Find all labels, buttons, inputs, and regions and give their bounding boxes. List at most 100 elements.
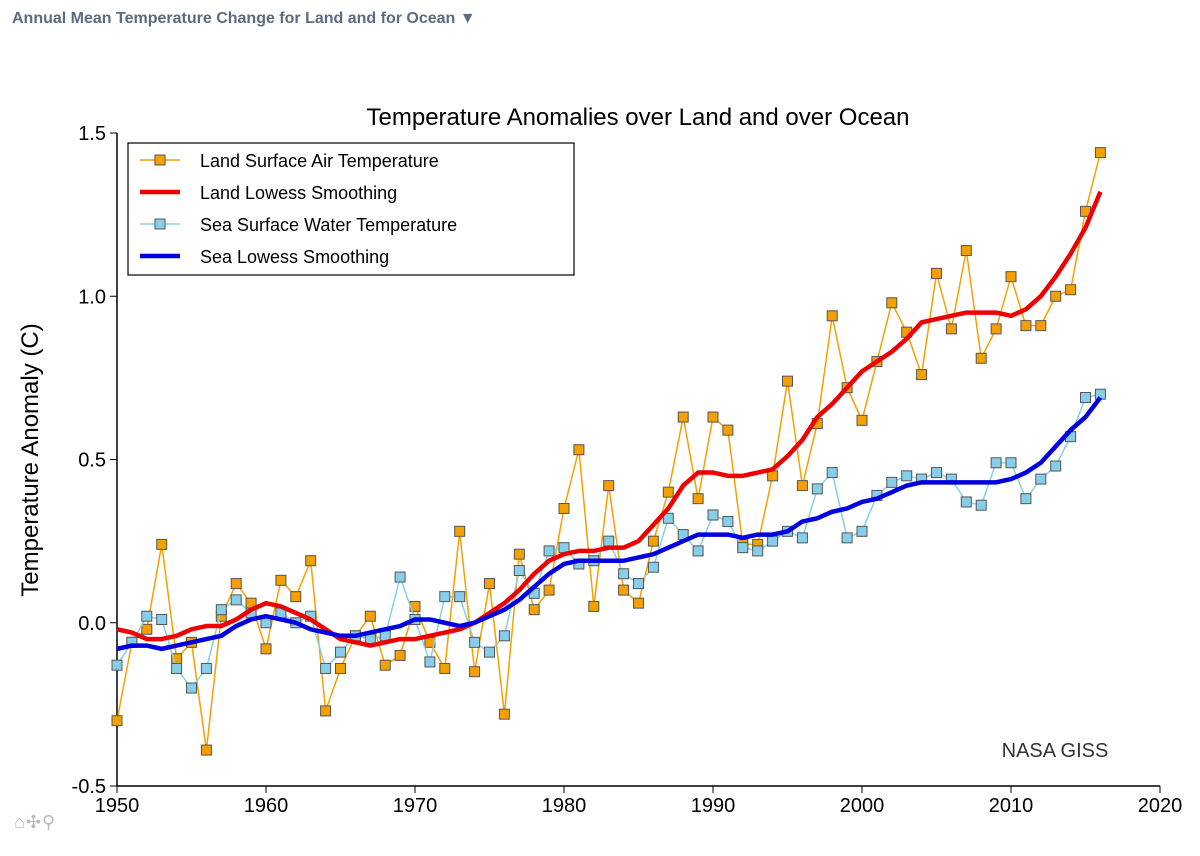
data-point (290, 591, 302, 603)
plot-toolbar: ⌂ ✣ ⚲ (14, 812, 55, 833)
data-point (1005, 271, 1017, 283)
data-point (647, 535, 659, 547)
data-point (141, 610, 153, 622)
x-tick-label: 2020 (1138, 795, 1183, 817)
legend: Land Surface Air Temperature Land Lowess … (127, 142, 575, 276)
data-point (498, 708, 510, 720)
data-point (171, 662, 183, 674)
data-point (1065, 284, 1077, 296)
data-point (394, 571, 406, 583)
chart-title: Temperature Anomalies over Land and over… (367, 104, 910, 131)
data-point (662, 512, 674, 524)
source-annotation: NASA GISS (1002, 740, 1109, 762)
x-tick-label: 1950 (95, 795, 140, 817)
data-point (439, 591, 451, 603)
data-point (320, 662, 332, 674)
data-point (722, 516, 734, 528)
data-point (811, 483, 823, 495)
data-point (692, 545, 704, 557)
data-point (707, 411, 719, 423)
data-point (230, 594, 242, 606)
data-point (931, 467, 942, 479)
y-tick-label: 0.5 (78, 450, 106, 472)
data-point (886, 297, 898, 309)
zoom-icon[interactable]: ⚲ (42, 812, 55, 832)
pan-icon[interactable]: ✣ (25, 812, 41, 832)
data-point (141, 623, 153, 635)
data-point (439, 662, 451, 674)
data-point (528, 604, 540, 616)
data-point (960, 245, 972, 257)
legend-label: Sea Surface Water Temperature (200, 215, 457, 235)
data-point (960, 496, 972, 508)
series-line (116, 396, 1103, 652)
data-point (230, 578, 242, 590)
data-point (856, 414, 868, 426)
data-point (498, 630, 510, 642)
legend-item: Land Surface Air Temperature (140, 151, 439, 171)
data-point (111, 659, 123, 671)
home-icon[interactable]: ⌂ (14, 812, 25, 832)
data-point (1005, 457, 1017, 469)
legend-label: Land Surface Air Temperature (200, 151, 439, 171)
y-tick-label: -0.5 (72, 776, 106, 798)
data-point (767, 535, 779, 547)
legend-item: Land Lowess Smoothing (140, 183, 397, 203)
data-point (111, 715, 123, 727)
data-point (1094, 147, 1106, 159)
legend-label: Land Lowess Smoothing (200, 183, 397, 203)
chart-selector-label: Annual Mean Temperature Change for Land … (12, 10, 456, 27)
y-tick-label: 0.0 (78, 613, 106, 635)
series-sea-lowess-smoothing (116, 396, 1103, 652)
data-point (886, 476, 898, 488)
data-point (752, 545, 764, 557)
data-point (513, 548, 525, 560)
data-point (1020, 493, 1032, 505)
data-point (647, 561, 659, 573)
data-point (200, 662, 212, 674)
data-point (394, 649, 406, 661)
data-point (543, 584, 555, 596)
data-point (200, 744, 212, 756)
data-point (320, 705, 332, 717)
data-point (975, 352, 987, 364)
data-point (1035, 473, 1047, 485)
data-point (975, 499, 987, 511)
data-point (424, 656, 436, 668)
data-point (305, 555, 317, 567)
data-point (796, 480, 808, 492)
data-point (469, 666, 481, 678)
data-point (275, 574, 287, 586)
data-point (782, 375, 793, 387)
x-tick-label: 2010 (989, 795, 1034, 817)
data-point (379, 659, 391, 671)
data-point (677, 411, 689, 423)
data-point (454, 525, 466, 537)
x-tick-label: 1980 (542, 795, 587, 817)
data-point (826, 467, 838, 479)
data-point (990, 457, 1002, 469)
data-point (558, 502, 570, 514)
y-tick-label: 1.5 (78, 123, 106, 145)
data-point (945, 323, 957, 335)
chart-selector-dropdown[interactable]: Annual Mean Temperature Change for Land … (12, 10, 476, 28)
data-point (588, 600, 600, 612)
data-point (707, 509, 719, 521)
data-point (335, 646, 346, 658)
x-tick-label: 1960 (244, 795, 289, 817)
data-point (856, 525, 868, 537)
data-point (916, 369, 928, 381)
data-point (1035, 320, 1047, 332)
data-point (1050, 290, 1062, 302)
data-point (603, 535, 615, 547)
data-point (796, 532, 808, 544)
data-point (633, 597, 644, 609)
series-line (116, 190, 1103, 648)
data-point (737, 542, 749, 554)
data-point (484, 578, 495, 590)
data-point (990, 323, 1002, 335)
y-axis-label: Temperature Anomaly (C) (17, 323, 44, 596)
legend-label: Sea Lowess Smoothing (200, 247, 389, 267)
data-point (1050, 460, 1062, 472)
